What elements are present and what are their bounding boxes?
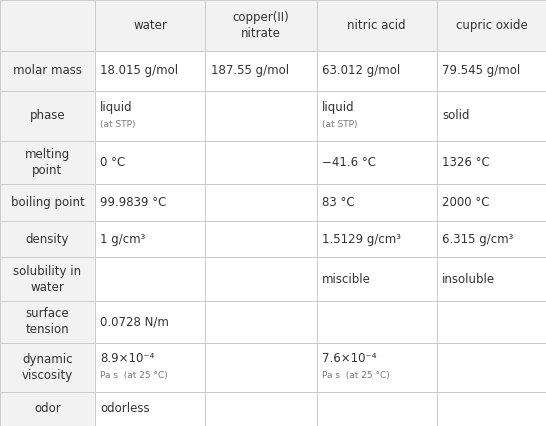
Bar [95, 0, 205, 51]
Bar [0, 184, 95, 221]
Bar [437, 343, 546, 391]
Text: −41.6 °C: −41.6 °C [322, 156, 376, 169]
Bar [95, 301, 205, 343]
Bar [437, 391, 546, 426]
Text: dynamic
viscosity: dynamic viscosity [22, 353, 73, 382]
Bar [205, 141, 317, 184]
Bar [95, 51, 205, 91]
Text: liquid: liquid [100, 101, 133, 114]
Text: solubility in
water: solubility in water [13, 265, 81, 294]
Bar [437, 221, 546, 257]
Text: boiling point: boiling point [10, 196, 84, 209]
Bar [205, 51, 317, 91]
Text: copper(II)
nitrate: copper(II) nitrate [233, 11, 289, 40]
Text: melting
point: melting point [25, 148, 70, 177]
Bar [95, 391, 205, 426]
Text: 0 °C: 0 °C [100, 156, 126, 169]
Text: 79.545 g/mol: 79.545 g/mol [442, 64, 520, 77]
Text: 8.9×10⁻⁴: 8.9×10⁻⁴ [100, 352, 155, 365]
Text: 1.5129 g/cm³: 1.5129 g/cm³ [322, 233, 401, 246]
Text: cupric oxide: cupric oxide [455, 19, 527, 32]
Bar [205, 343, 317, 391]
Text: density: density [26, 233, 69, 246]
Text: phase: phase [29, 109, 65, 122]
Bar [317, 221, 437, 257]
Text: 1326 °C: 1326 °C [442, 156, 490, 169]
Bar [317, 343, 437, 391]
Bar [0, 0, 95, 51]
Text: solid: solid [442, 109, 470, 122]
Bar [437, 184, 546, 221]
Text: miscible: miscible [322, 273, 371, 286]
Bar [95, 257, 205, 301]
Bar [0, 391, 95, 426]
Bar [0, 141, 95, 184]
Bar [0, 301, 95, 343]
Text: water: water [133, 19, 167, 32]
Text: nitric acid: nitric acid [347, 19, 406, 32]
Bar [95, 221, 205, 257]
Text: 187.55 g/mol: 187.55 g/mol [211, 64, 289, 77]
Bar [317, 141, 437, 184]
Bar [0, 91, 95, 141]
Bar [317, 391, 437, 426]
Text: 6.315 g/cm³: 6.315 g/cm³ [442, 233, 514, 246]
Text: insoluble: insoluble [442, 273, 495, 286]
Bar [317, 0, 437, 51]
Text: 1 g/cm³: 1 g/cm³ [100, 233, 146, 246]
Bar [437, 51, 546, 91]
Text: odor: odor [34, 402, 61, 415]
Text: 0.0728 N/m: 0.0728 N/m [100, 316, 169, 328]
Text: 63.012 g/mol: 63.012 g/mol [322, 64, 401, 77]
Bar [95, 184, 205, 221]
Bar [437, 141, 546, 184]
Bar [95, 141, 205, 184]
Text: 7.6×10⁻⁴: 7.6×10⁻⁴ [322, 352, 377, 365]
Bar [317, 91, 437, 141]
Text: molar mass: molar mass [13, 64, 82, 77]
Text: Pa s  (at 25 °C): Pa s (at 25 °C) [322, 371, 390, 380]
Bar [205, 184, 317, 221]
Bar [0, 221, 95, 257]
Bar [0, 51, 95, 91]
Text: 83 °C: 83 °C [322, 196, 355, 209]
Text: Pa s  (at 25 °C): Pa s (at 25 °C) [100, 371, 168, 380]
Bar [317, 301, 437, 343]
Bar [205, 221, 317, 257]
Bar [205, 301, 317, 343]
Text: liquid: liquid [322, 101, 355, 114]
Text: 2000 °C: 2000 °C [442, 196, 490, 209]
Bar [205, 0, 317, 51]
Bar [95, 91, 205, 141]
Bar [205, 391, 317, 426]
Bar [317, 51, 437, 91]
Bar [205, 91, 317, 141]
Bar [437, 91, 546, 141]
Text: 99.9839 °C: 99.9839 °C [100, 196, 167, 209]
Bar [437, 257, 546, 301]
Bar [0, 257, 95, 301]
Bar [437, 0, 546, 51]
Bar [437, 301, 546, 343]
Bar [0, 343, 95, 391]
Bar [317, 257, 437, 301]
Text: (at STP): (at STP) [100, 120, 136, 129]
Bar [317, 184, 437, 221]
Text: odorless: odorless [100, 402, 150, 415]
Bar [95, 343, 205, 391]
Text: 18.015 g/mol: 18.015 g/mol [100, 64, 179, 77]
Text: (at STP): (at STP) [322, 120, 358, 129]
Text: surface
tension: surface tension [26, 308, 69, 337]
Bar [205, 257, 317, 301]
